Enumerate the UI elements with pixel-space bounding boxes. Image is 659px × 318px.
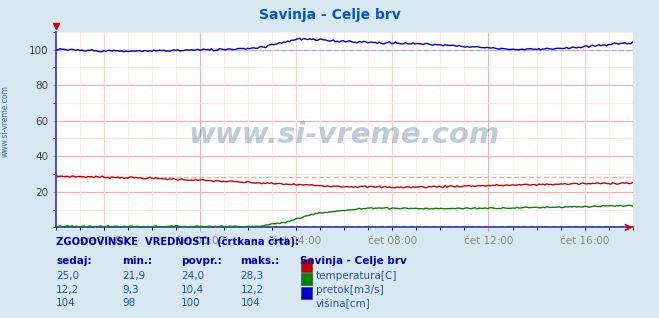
Text: 24,0: 24,0 <box>181 271 204 281</box>
Text: višina[cm]: višina[cm] <box>316 298 370 309</box>
Text: 12,2: 12,2 <box>56 285 79 294</box>
Text: ZGODOVINSKE  VREDNOSTI  (črtkana črta):: ZGODOVINSKE VREDNOSTI (črtkana črta): <box>56 237 299 247</box>
Text: 98: 98 <box>122 298 135 308</box>
Text: 9,3: 9,3 <box>122 285 138 294</box>
Text: 21,9: 21,9 <box>122 271 145 281</box>
Text: pretok[m3/s]: pretok[m3/s] <box>316 285 384 294</box>
Text: povpr.:: povpr.: <box>181 256 222 266</box>
Text: Savinja - Celje brv: Savinja - Celje brv <box>300 256 407 266</box>
Text: Savinja - Celje brv: Savinja - Celje brv <box>258 8 401 22</box>
Text: www.si-vreme.com: www.si-vreme.com <box>188 121 500 149</box>
Text: 12,2: 12,2 <box>241 285 264 294</box>
Text: www.si-vreme.com: www.si-vreme.com <box>1 85 10 157</box>
Text: 25,0: 25,0 <box>56 271 79 281</box>
Text: 104: 104 <box>56 298 76 308</box>
Text: maks.:: maks.: <box>241 256 280 266</box>
Text: min.:: min.: <box>122 256 152 266</box>
Text: 28,3: 28,3 <box>241 271 264 281</box>
Text: temperatura[C]: temperatura[C] <box>316 271 397 281</box>
Text: 104: 104 <box>241 298 260 308</box>
Text: sedaj:: sedaj: <box>56 256 92 266</box>
Text: 100: 100 <box>181 298 201 308</box>
Text: 10,4: 10,4 <box>181 285 204 294</box>
